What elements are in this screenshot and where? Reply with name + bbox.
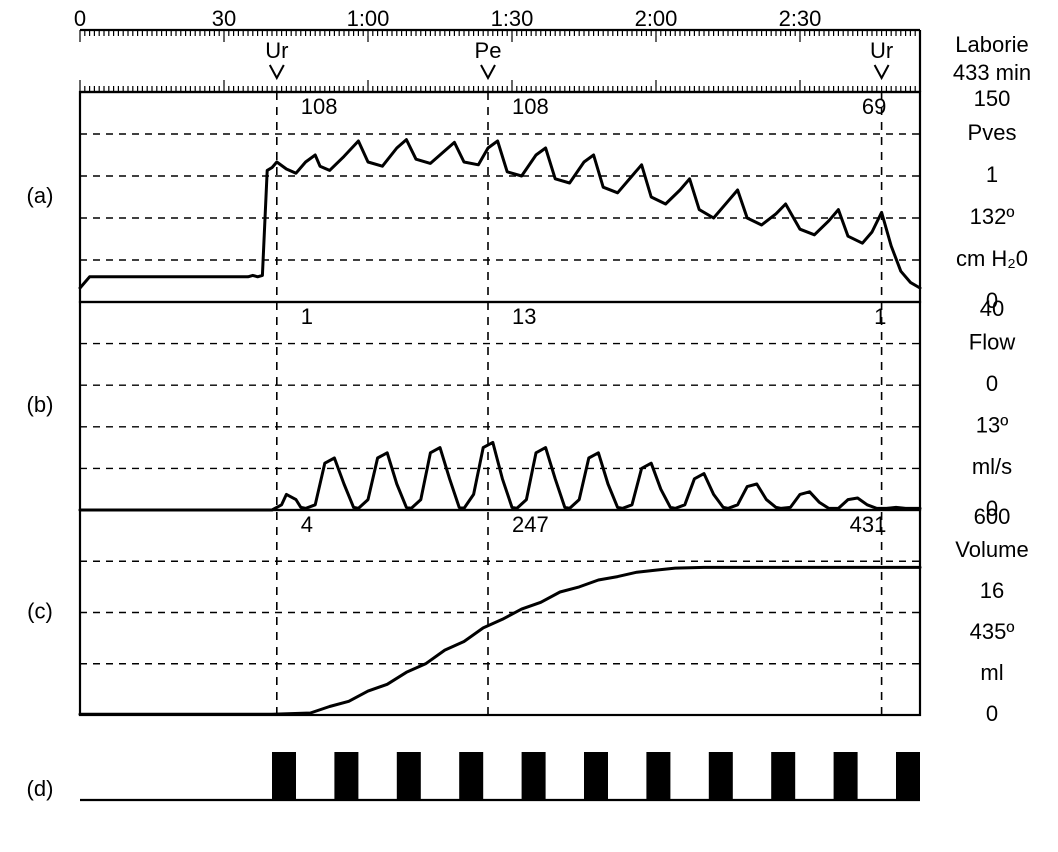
svg-text:1:30: 1:30 (491, 10, 534, 31)
annot: 69 (862, 94, 886, 119)
emg-bar (584, 752, 608, 800)
panel-d: (d) (27, 752, 920, 801)
svg-text:Pe: Pe (475, 38, 502, 63)
right-label: Flow (969, 329, 1016, 354)
annot: 13 (512, 304, 536, 329)
panel-a: 10810869150Pves1132ºcm H₂00(a) (27, 86, 1029, 313)
right-label: 40 (980, 296, 1004, 321)
emg-bar (459, 752, 483, 800)
emg-bar (834, 752, 858, 800)
right-label: ml (980, 660, 1003, 685)
svg-text:0: 0 (74, 10, 86, 31)
emg-bar (709, 752, 733, 800)
emg-bar (646, 752, 670, 800)
annot: 1 (301, 304, 313, 329)
right-label: cm H₂0 (956, 246, 1028, 271)
emg-bar (334, 752, 358, 800)
svg-text:2:30: 2:30 (779, 10, 822, 31)
row-label-d: (d) (27, 776, 54, 801)
right-label: 13º (976, 413, 1009, 438)
right-label: 600 (974, 504, 1011, 529)
annot: 1 (874, 304, 886, 329)
trace-a (80, 140, 920, 288)
right-label: 150 (974, 86, 1011, 111)
svg-text:1:00: 1:00 (347, 10, 390, 31)
emg-bar (397, 752, 421, 800)
row-label-c: (c) (27, 598, 53, 623)
svg-text:2:00: 2:00 (635, 10, 678, 31)
right-label: Pves (968, 120, 1017, 145)
annot: 108 (301, 94, 338, 119)
right-label: 435º (970, 619, 1015, 644)
right-label: 0 (986, 371, 998, 396)
annot: 108 (512, 94, 549, 119)
time-axis: 0 30 1:00 1:30 2:00 2:30 Ur Pe Ur Laborie 433 min (74, 10, 1031, 92)
right-label: Volume (955, 537, 1028, 562)
emg-bar (771, 752, 795, 800)
urodynamics-chart: 0301:001:302:002:30UrPeUrLaborie433 min1… (10, 10, 1058, 842)
right-label: 0 (986, 701, 998, 726)
annot: 247 (512, 512, 549, 537)
svg-text:Ur: Ur (265, 38, 288, 63)
device-label: Laborie (955, 32, 1028, 57)
emg-bar (272, 752, 296, 800)
panel-c: 4 247 431 600 Volume 16 435º ml 0 (c) (27, 504, 1029, 726)
duration-label: 433 min (953, 60, 1031, 85)
right-label: 1 (986, 162, 998, 187)
row-label-b: (b) (27, 392, 54, 417)
annot: 4 (301, 512, 313, 537)
panel-b: 113140Flow013ºml/s0(b) (27, 296, 1016, 521)
emg-bar (522, 752, 546, 800)
svg-text:30: 30 (212, 10, 236, 31)
annot: 431 (850, 512, 887, 537)
right-label: 16 (980, 578, 1004, 603)
emg-bar (896, 752, 920, 800)
trace-b (80, 442, 920, 510)
right-label: ml/s (972, 454, 1012, 479)
svg-text:Ur: Ur (870, 38, 893, 63)
row-label-a: (a) (27, 183, 54, 208)
trace-c (80, 567, 920, 714)
right-label: 132º (970, 204, 1015, 229)
